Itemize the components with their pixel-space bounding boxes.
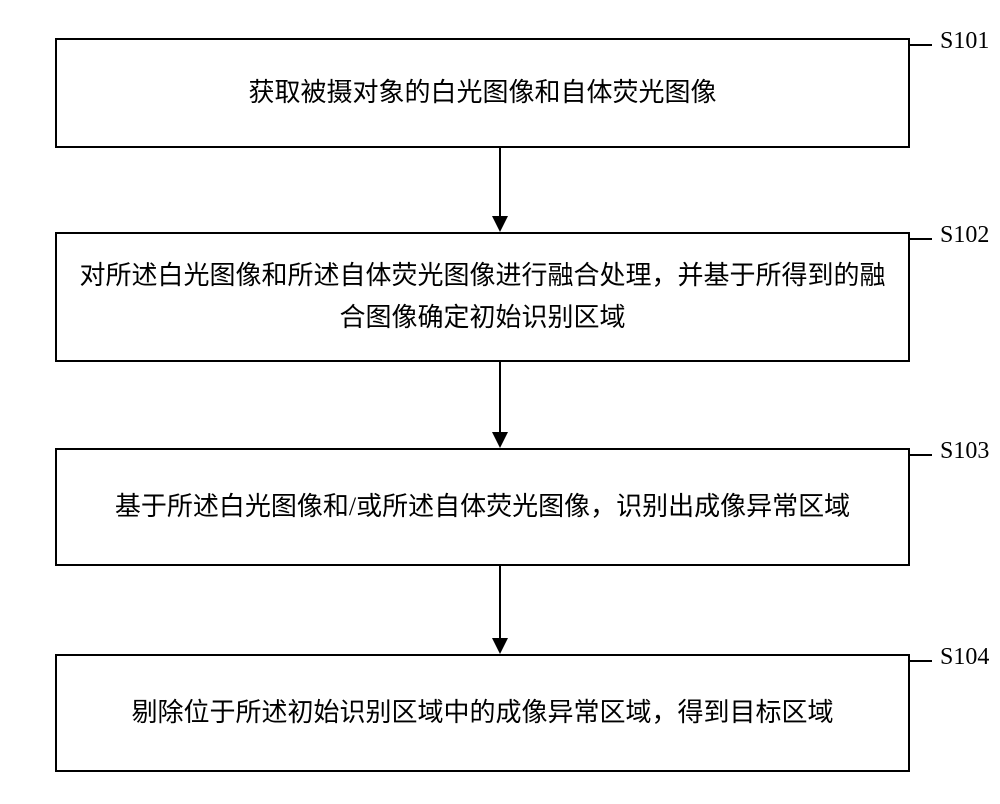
step-label-1: S101	[940, 28, 989, 55]
step-text-1: 获取被摄对象的白光图像和自体荧光图像	[248, 72, 716, 114]
step-text-2: 对所述白光图像和所述自体荧光图像进行融合处理，并基于所得到的融合图像确定初始识别…	[77, 255, 888, 338]
arrow-3	[485, 566, 515, 654]
step-label-2: S102	[940, 222, 989, 249]
step-text-4: 剔除位于所述初始识别区域中的成像异常区域，得到目标区域	[131, 692, 833, 734]
label-line-3	[910, 454, 932, 456]
step-text-3: 基于所述白光图像和/或所述自体荧光图像，识别出成像异常区域	[115, 486, 850, 528]
label-line-1	[910, 44, 932, 46]
step-box-3: 基于所述白光图像和/或所述自体荧光图像，识别出成像异常区域	[55, 448, 910, 566]
step-box-2: 对所述白光图像和所述自体荧光图像进行融合处理，并基于所得到的融合图像确定初始识别…	[55, 232, 910, 362]
flowchart-canvas: 获取被摄对象的白光图像和自体荧光图像 S101 对所述白光图像和所述自体荧光图像…	[0, 0, 1000, 804]
arrow-2	[485, 362, 515, 448]
label-line-2	[910, 238, 932, 240]
step-box-4: 剔除位于所述初始识别区域中的成像异常区域，得到目标区域	[55, 654, 910, 772]
step-label-4: S104	[940, 644, 989, 671]
arrow-1	[485, 148, 515, 232]
label-line-4	[910, 660, 932, 662]
step-label-3: S103	[940, 438, 989, 465]
step-box-1: 获取被摄对象的白光图像和自体荧光图像	[55, 38, 910, 148]
